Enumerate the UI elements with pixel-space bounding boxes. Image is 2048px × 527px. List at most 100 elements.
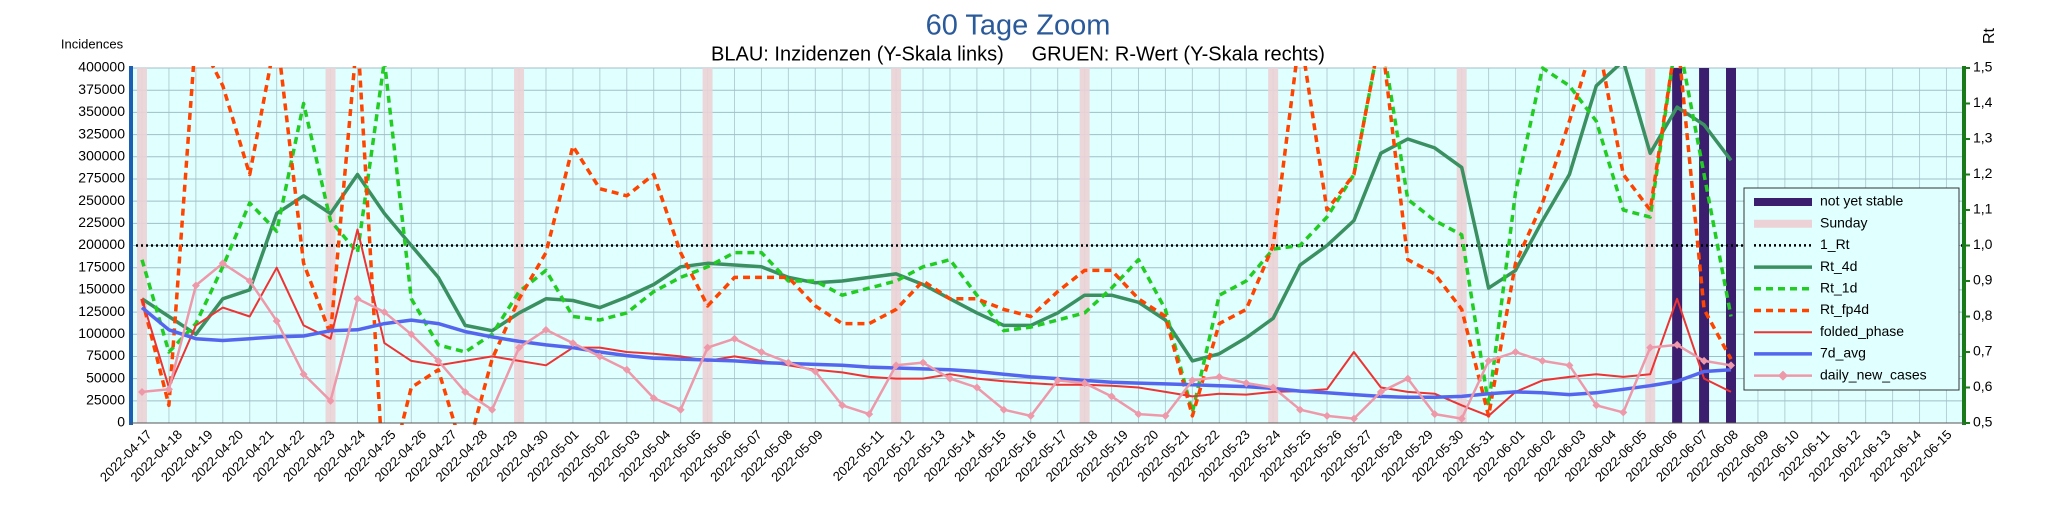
marker	[1592, 401, 1601, 410]
marker	[299, 370, 308, 379]
marker	[1296, 405, 1305, 414]
y2-tick-label: 1,2	[1973, 165, 1993, 181]
y2-axis-title: Rt	[1981, 27, 1998, 44]
marker	[434, 356, 443, 365]
marker	[1269, 383, 1278, 392]
y2-tick-label: 0,6	[1973, 378, 1993, 394]
marker	[1080, 379, 1089, 388]
y2-tick-label: 0,9	[1973, 272, 1993, 288]
marker	[488, 405, 497, 414]
sundays-band	[1645, 68, 1656, 423]
not_yet_stable-band	[1699, 68, 1710, 423]
marker	[1376, 387, 1385, 396]
marker	[1403, 374, 1412, 383]
marker	[1511, 348, 1520, 356]
marker	[1646, 343, 1655, 352]
y-tick-label: 225000	[78, 214, 125, 230]
legend-label: 7d_avg	[1820, 345, 1866, 361]
marker	[757, 348, 766, 356]
y2-tick-label: 1,4	[1973, 94, 1993, 110]
marker	[1673, 340, 1682, 349]
y-tick-label: 300000	[78, 147, 125, 163]
y-tick-label: 275000	[78, 170, 125, 186]
y-tick-label: 125000	[78, 303, 125, 319]
marker	[730, 334, 739, 343]
legend-label: not yet stable	[1820, 193, 1903, 209]
marker	[919, 358, 928, 367]
y2-tick-label: 0,5	[1973, 414, 1993, 430]
y-axis-title: Incidences	[61, 36, 124, 51]
marker	[999, 405, 1008, 414]
marker	[784, 358, 793, 367]
chart-title: 60 Tage Zoom	[926, 10, 1111, 42]
marker	[1053, 376, 1062, 385]
marker	[1107, 392, 1116, 401]
marker	[568, 339, 577, 348]
series-line	[141, 262, 1732, 420]
marker	[1242, 379, 1251, 388]
y2-tick-label: 1,1	[1973, 201, 1993, 217]
y2-tick-label: 1,3	[1973, 130, 1993, 146]
marker	[1188, 376, 1197, 385]
marker	[595, 352, 604, 361]
marker	[676, 405, 685, 414]
marker	[380, 308, 389, 317]
y2-tick-label: 0,7	[1973, 343, 1993, 359]
y-tick-label: 175000	[78, 258, 125, 274]
marker	[811, 367, 820, 376]
marker	[1349, 414, 1358, 423]
marker	[892, 361, 901, 370]
marker	[1323, 411, 1332, 420]
y-tick-label: 250000	[78, 192, 125, 208]
y-tick-label: 325000	[78, 125, 125, 141]
marker	[461, 387, 470, 396]
marker	[138, 387, 146, 396]
marker	[353, 294, 362, 303]
marker	[191, 281, 200, 290]
marker	[515, 343, 524, 352]
marker	[1484, 356, 1493, 365]
marker	[1430, 410, 1439, 419]
marker	[945, 374, 954, 383]
y-tick-label: 375000	[78, 81, 125, 97]
marker	[326, 396, 335, 405]
marker	[703, 343, 712, 352]
sundays-band	[514, 68, 525, 423]
legend-label: daily_new_cases	[1820, 366, 1927, 382]
marker	[218, 259, 227, 268]
y-tick-label: 0	[117, 414, 125, 430]
marker	[649, 394, 658, 403]
y-tick-label: 400000	[78, 59, 125, 75]
y-tick-label: 350000	[78, 103, 125, 119]
chart-subtitle: BLAU: Inzidenzen (Y-Skala links) GRUEN: …	[711, 43, 1325, 65]
y2-tick-label: 0,8	[1973, 307, 1993, 323]
legend-label: Rt_4d	[1820, 258, 1857, 274]
marker	[1538, 356, 1547, 365]
marker	[838, 401, 847, 410]
marker	[541, 325, 550, 334]
legend-label: Rt_1d	[1820, 280, 1857, 296]
marker	[164, 385, 173, 394]
marker	[1700, 356, 1709, 365]
sundays-band	[1079, 68, 1090, 423]
marker	[622, 365, 631, 374]
y-tick-label: 25000	[86, 392, 125, 408]
series-layer	[131, 66, 1964, 425]
y2-tick-label: 1,0	[1973, 236, 1993, 252]
marker	[1161, 411, 1170, 420]
y-tick-label: 150000	[78, 281, 125, 297]
marker	[1457, 414, 1466, 423]
marker	[1134, 410, 1143, 419]
marker	[407, 330, 416, 339]
marker	[865, 410, 874, 419]
legend-label: 1_Rt	[1820, 236, 1850, 252]
series-line	[140, 66, 1733, 425]
y-tick-label: 75000	[86, 347, 125, 363]
y-tick-label: 50000	[86, 369, 125, 385]
legend-label: folded_phase	[1820, 323, 1904, 339]
series-line	[140, 66, 1733, 415]
legend-label: Sunday	[1820, 214, 1867, 230]
sundays-band	[325, 68, 336, 423]
marker	[1619, 408, 1628, 417]
